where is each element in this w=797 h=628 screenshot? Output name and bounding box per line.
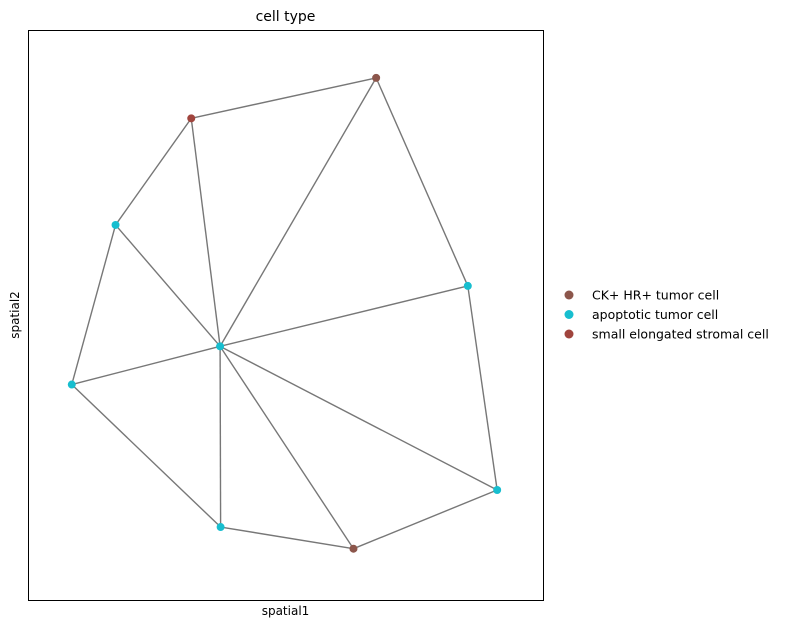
graph-edge (71, 345, 221, 386)
legend-marker (564, 310, 574, 319)
graph-edge (219, 285, 468, 348)
graph-edge (219, 345, 498, 491)
scatter-point (349, 544, 358, 553)
legend-marker (564, 329, 574, 339)
scatter-point (216, 523, 225, 532)
x-axis-label: spatial1 (262, 604, 310, 618)
legend-label: small elongated stromal cell (592, 327, 769, 342)
graph-edge (190, 118, 221, 347)
legend-marker (564, 290, 574, 300)
scatter-point (463, 281, 472, 290)
scatter-point (372, 73, 381, 82)
y-axis-label: spatial2 (8, 291, 22, 339)
graph-edge (219, 77, 377, 347)
legend: CK+ HR+ tumor cell apoptotic tumor cell sm… (564, 288, 769, 342)
graph-edge (71, 224, 117, 385)
graph-points (67, 73, 502, 553)
legend-label: apoptotic tumor cell (592, 307, 718, 322)
legend-label: CK+ HR+ tumor cell (592, 288, 719, 303)
graph-edge (467, 285, 498, 491)
graph-edge (375, 77, 469, 287)
plot-frame (28, 30, 544, 601)
scatter-point (67, 380, 76, 389)
scatter-point (216, 342, 225, 351)
graph-edge (219, 345, 355, 550)
graph-edge (220, 526, 354, 550)
graph-edge (191, 77, 377, 120)
graph-edge (114, 117, 192, 226)
chart-title: cell type (256, 9, 316, 25)
graph-edges (71, 77, 498, 550)
scatter-point (187, 114, 196, 123)
scatter-point (111, 220, 120, 229)
graph-edge (71, 384, 222, 528)
graph-edge (353, 489, 498, 550)
scatter-point (493, 485, 502, 494)
graph-edge (115, 224, 221, 347)
graph-edge (219, 346, 222, 528)
